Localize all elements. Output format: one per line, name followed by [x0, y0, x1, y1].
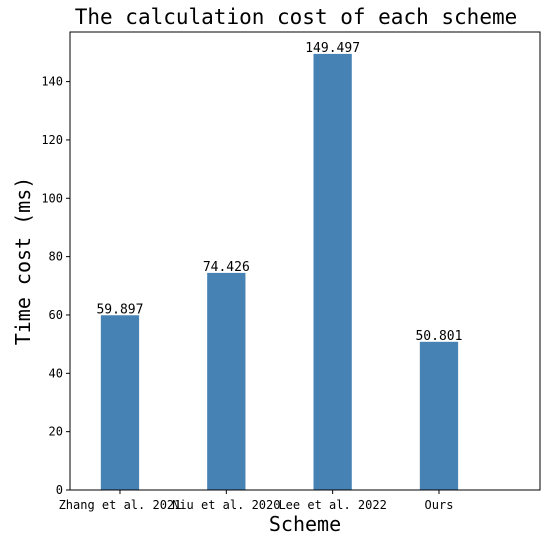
- y-tick-label-2: 40: [49, 366, 63, 380]
- y-tick-label-7: 140: [41, 75, 63, 89]
- x-tick-label-0: Zhang et al. 2021: [59, 498, 182, 512]
- x-tick-label-3: Ours: [425, 498, 454, 512]
- data-labels-group: 59.897 74.426 149.497 50.801: [96, 41, 462, 344]
- y-tick-label-6: 120: [41, 133, 63, 147]
- y-tick-label-5: 100: [41, 191, 63, 205]
- y-axis-label: Time cost (ms): [11, 177, 35, 346]
- bar-3: [419, 341, 459, 490]
- data-label-0: 59.897: [96, 302, 143, 317]
- y-tick-label-0: 0: [56, 483, 63, 497]
- y-tick-label-4: 80: [49, 250, 63, 264]
- bar-0: [100, 315, 140, 490]
- chart-title: The calculation cost of each scheme: [75, 5, 518, 29]
- x-tick-label-2: Lee et al. 2022: [278, 498, 386, 512]
- y-tick-label-3: 60: [49, 308, 63, 322]
- data-label-2: 149.497: [305, 41, 360, 56]
- bar-2: [313, 53, 352, 491]
- bars-group: [100, 53, 459, 491]
- bar-1: [207, 272, 246, 490]
- y-tick-label-1: 20: [49, 425, 63, 439]
- plot-frame: [69, 31, 541, 491]
- data-label-1: 74.426: [203, 260, 250, 275]
- data-label-3: 50.801: [415, 329, 462, 344]
- x-tick-label-1: Niu et al. 2020: [172, 498, 280, 512]
- y-axis: 0 20 40 60 80 100 120 140: [41, 75, 70, 497]
- x-axis-label: Scheme: [269, 512, 341, 536]
